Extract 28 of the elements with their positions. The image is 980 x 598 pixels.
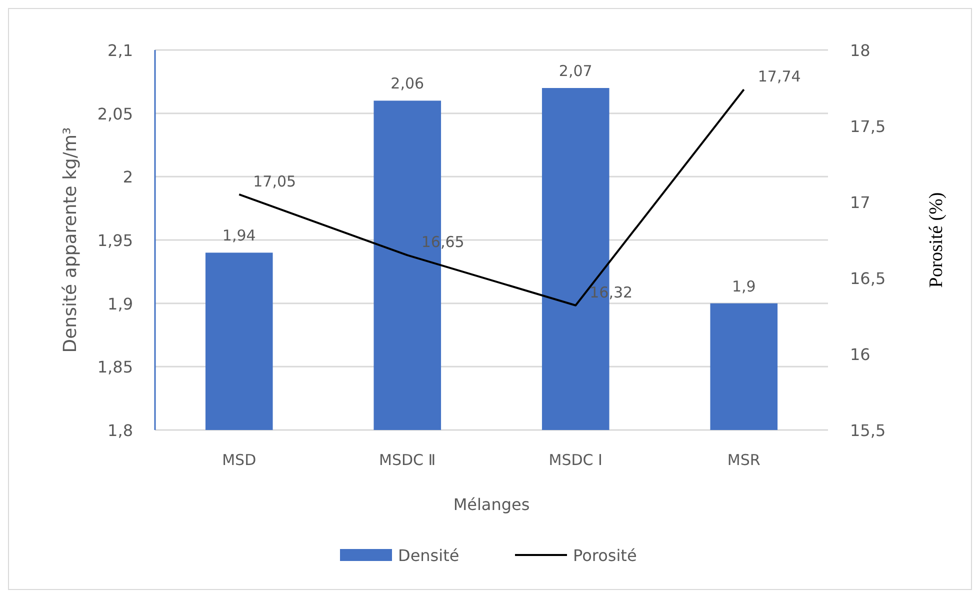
- data-label: 17,05: [253, 172, 296, 190]
- x-tick-label: MSDC Ⅰ: [548, 451, 602, 469]
- y2-tick-label: 16: [850, 345, 870, 364]
- y2-tick-label: 15,5: [850, 421, 886, 440]
- x-tick-label: MSD: [222, 451, 256, 469]
- data-label: 1,9: [732, 277, 756, 296]
- y-tick-label: 1,8: [108, 421, 133, 440]
- y-tick-label: 2: [122, 168, 133, 187]
- y-tick-label: 1,85: [97, 358, 133, 377]
- data-label: 2,06: [390, 74, 424, 93]
- y-tick-label: 1,9: [108, 294, 133, 314]
- y2-tick-label: 16,5: [850, 269, 886, 288]
- y-tick-label: 2,05: [97, 104, 133, 124]
- y-axis-title: Densité apparente kg/m³: [60, 127, 81, 353]
- x-tick-label: MSR: [727, 451, 760, 469]
- x-tick-label: MSDC Ⅱ: [379, 451, 436, 469]
- y2-tick-label: 17,5: [850, 117, 886, 136]
- data-label: 1,94: [222, 226, 256, 245]
- y2-axis-title: Porosité (%): [926, 192, 947, 288]
- y-tick-label: 1,95: [97, 231, 133, 250]
- legend-label: Densité: [398, 546, 460, 565]
- data-label: 17,74: [758, 68, 801, 86]
- data-label: 2,07: [558, 62, 592, 80]
- legend-label: Porosité: [573, 546, 637, 565]
- y2-tick-label: 17: [850, 193, 870, 212]
- y-tick-label: 2,1: [108, 41, 133, 60]
- y2-tick-label: 18: [850, 41, 870, 60]
- x-axis-title: Mélanges: [453, 495, 530, 514]
